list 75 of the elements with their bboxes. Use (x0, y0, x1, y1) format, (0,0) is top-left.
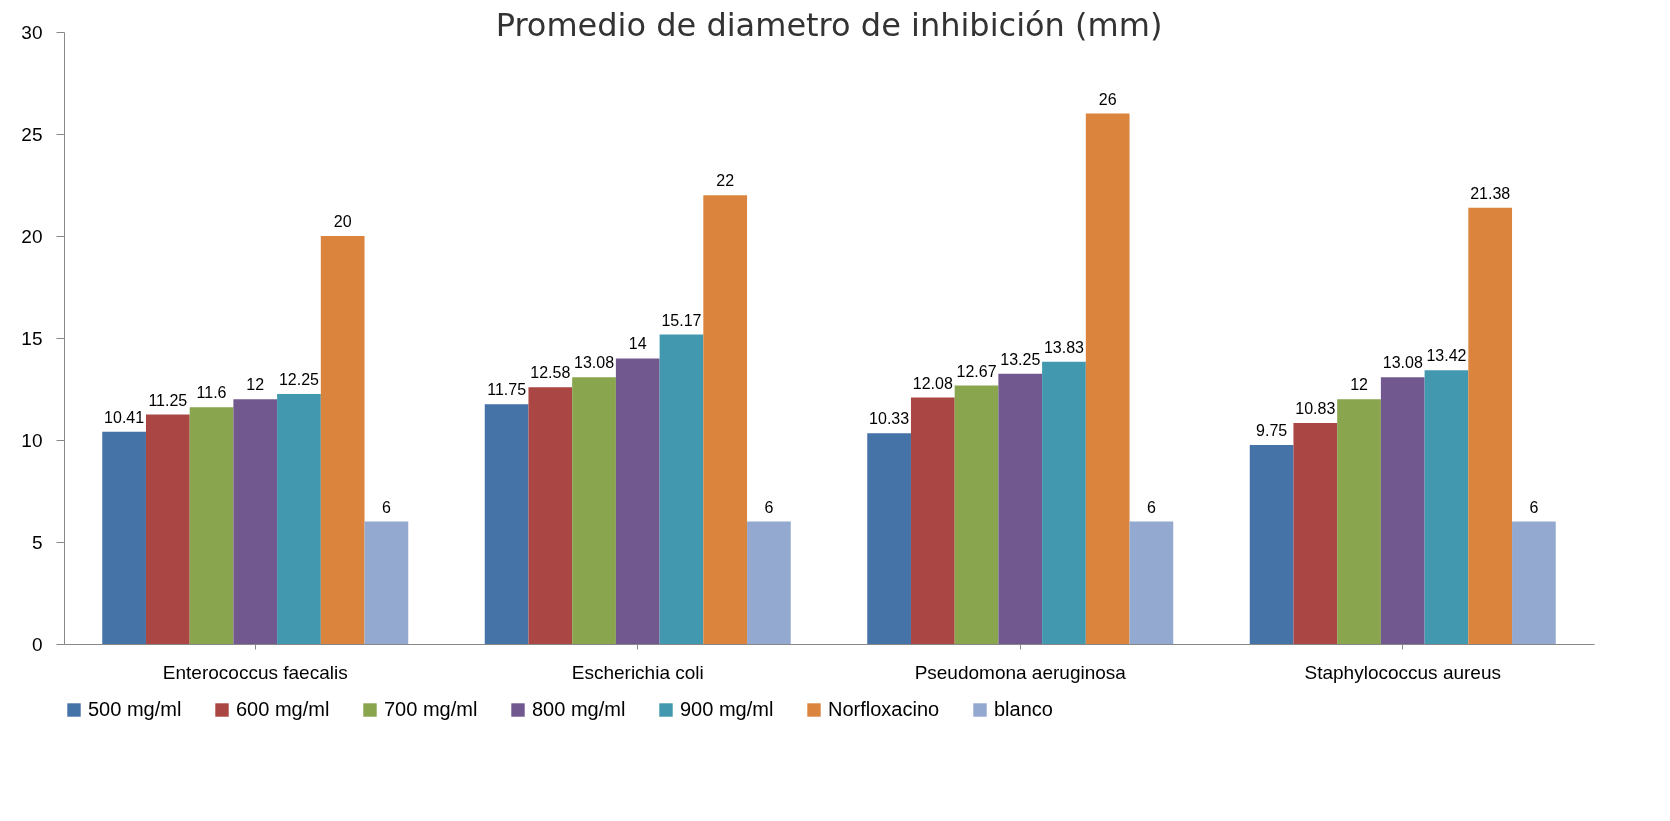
bar (910, 397, 955, 644)
y-tick-label: 30 (21, 21, 43, 43)
bar (659, 334, 704, 644)
bar (1293, 423, 1338, 644)
data-label: 9.75 (1256, 422, 1288, 440)
legend-label: Norfloxacino (828, 698, 940, 720)
data-label: 15.17 (661, 311, 702, 329)
bar (1042, 361, 1086, 644)
data-label: 6 (381, 498, 391, 516)
x-tick-label: Pseudomona aeruginosa (914, 661, 1127, 683)
data-label: 10.41 (104, 408, 145, 426)
legend-label: 700 mg/ml (384, 698, 478, 720)
data-label: 6 (1146, 498, 1156, 516)
data-label: 12.58 (530, 364, 571, 382)
data-label: 12 (246, 376, 265, 394)
data-label: 12.08 (912, 374, 953, 392)
chart-title: Promedio de diametro de inhibición (mm) (495, 6, 1163, 44)
data-label: 12.67 (956, 362, 997, 380)
bar (277, 394, 321, 644)
data-label: 6 (1529, 498, 1539, 516)
bar (572, 377, 616, 644)
bar (1380, 377, 1425, 644)
legend-label: 800 mg/ml (532, 698, 626, 720)
y-tick-label: 5 (31, 531, 43, 553)
bar (189, 407, 234, 644)
bar (1085, 113, 1130, 644)
data-label: 20 (333, 213, 352, 230)
x-tick-label: Staphylococcus aureus (1304, 661, 1501, 683)
y-tick-label: 25 (21, 123, 43, 145)
bar (145, 414, 190, 644)
bar (998, 373, 1043, 644)
x-tick-label: Enterococcus faecalis (162, 661, 348, 683)
data-label: 11.6 (196, 384, 227, 402)
data-label: 13.25 (1000, 350, 1041, 368)
y-tick-label: 20 (21, 225, 43, 247)
bar (1512, 521, 1556, 644)
data-label: 22 (716, 172, 735, 190)
bar (233, 399, 278, 644)
legend-label: blanco (994, 698, 1053, 720)
data-label: 13.83 (1043, 338, 1085, 356)
y-tick-label: 10 (21, 429, 43, 451)
data-label: 26 (1098, 90, 1117, 108)
bar (615, 358, 660, 644)
bar (320, 236, 365, 644)
bar (1249, 445, 1294, 644)
data-label: 14 (628, 335, 647, 353)
bar (528, 387, 573, 644)
bar (954, 385, 999, 644)
bar (747, 521, 791, 644)
data-label: 21.38 (1470, 184, 1511, 202)
data-label: 11.75 (487, 381, 527, 399)
data-label: 13.08 (574, 354, 615, 372)
data-label: 12.25 (278, 371, 320, 389)
data-label: 10.83 (1295, 400, 1336, 418)
legend-label: 500 mg/ml (88, 698, 182, 720)
bar (1337, 399, 1381, 644)
x-tick-label: Escherichia coli (571, 661, 704, 683)
bar (1129, 521, 1174, 644)
bar (1424, 370, 1469, 644)
bar (867, 433, 911, 644)
bar (484, 404, 529, 644)
legend-label: 900 mg/ml (680, 698, 774, 720)
data-label: 11.25 (148, 391, 188, 409)
data-label: 13.42 (1426, 347, 1467, 365)
y-tick-label: 15 (21, 327, 43, 349)
data-label: 13.08 (1382, 354, 1423, 372)
bar (364, 521, 409, 644)
y-tick-label: 0 (31, 633, 43, 655)
bar (1468, 207, 1513, 644)
data-label: 6 (764, 498, 774, 516)
bar (102, 431, 146, 644)
legend-label: 600 mg/ml (236, 698, 330, 720)
data-label: 12 (1350, 376, 1369, 394)
bar (703, 195, 748, 644)
data-label: 10.33 (869, 410, 910, 428)
